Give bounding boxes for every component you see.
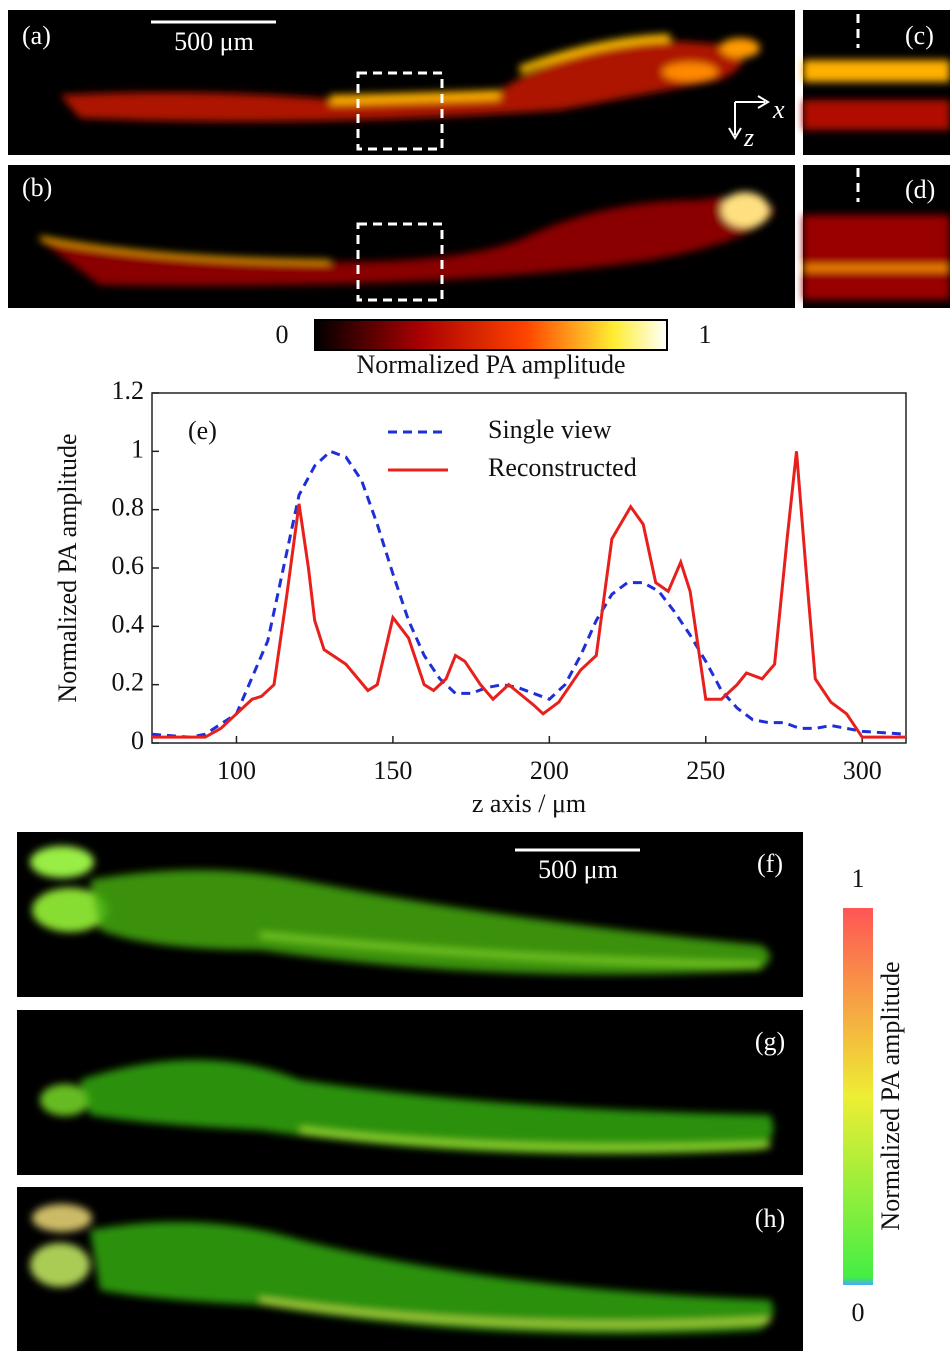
panel-c-image [803,10,950,155]
x-tick-label: 200 [530,756,569,785]
colorbar-min: 0 [276,320,289,349]
x-tick-label: 150 [373,756,412,785]
colorbar-min: 0 [852,1298,865,1327]
x-axis-label: z axis / μm [472,789,586,818]
panel-label: (e) [188,416,217,445]
colorbar [314,319,668,351]
panel-label: (f) [757,849,783,878]
axis-letter: x [772,95,785,124]
colorbar-label: Normalized PA amplitude [356,350,625,379]
scale-bar-label: 500 μm [538,855,618,884]
y-tick-label: 0 [131,726,144,755]
series-line [151,449,907,739]
y-tick-label: 0.6 [112,551,145,580]
panel-a-image [8,10,795,155]
panel-h-image [17,1187,803,1351]
x-tick-label: 100 [217,756,256,785]
panel-label: (b) [22,173,52,202]
panel-g-image [17,1010,803,1175]
panel-label: (h) [755,1204,785,1233]
colorbar-max: 1 [699,320,712,349]
y-tick-label: 1.2 [112,376,145,405]
y-tick-label: 0.8 [112,493,145,522]
colorbar-max: 1 [852,864,865,893]
legend-label: Single view [488,415,612,444]
plot-frame [151,392,907,744]
series-line [152,451,906,739]
x-tick-label: 250 [686,756,725,785]
colorbar [843,908,873,1285]
axis-letter: z [743,123,754,152]
colorbar-label: Normalized PA amplitude [876,961,905,1230]
scale-bar-label: 500 μm [174,27,254,56]
y-tick-label: 0.4 [112,609,145,638]
y-tick-label: 1 [131,434,144,463]
panel-b-image [8,165,795,308]
panel-f-image [17,832,803,997]
line-chart: 0 0.2 0.4 0.6 0.8 1 1.2 100 150 200 250 300 z axis /… [53,376,907,818]
legend-label: Reconstructed [488,453,637,482]
panel-d-image [803,165,950,308]
panel-label: (d) [905,175,935,204]
y-axis-label: Normalized PA amplitude [53,433,82,702]
y-tick-label: 0.2 [112,668,145,697]
panel-label: (g) [755,1027,785,1056]
x-tick-label: 300 [843,756,882,785]
panel-label: (a) [22,21,51,50]
panel-label: (c) [905,21,934,50]
